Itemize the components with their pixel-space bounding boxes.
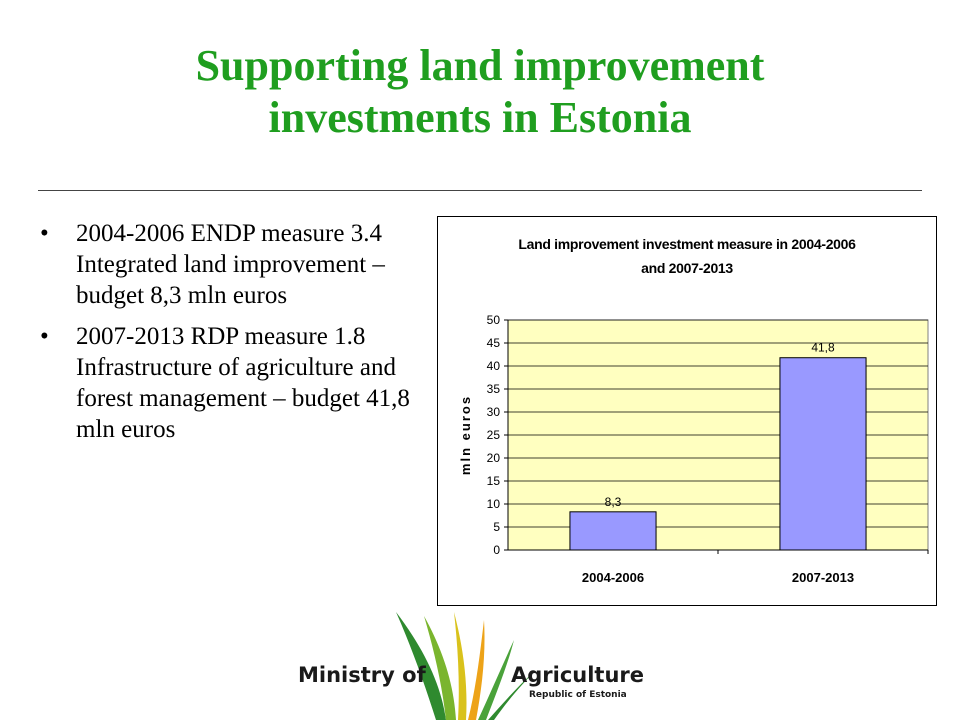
chart-frame: Land improvement investment measure in 2… — [437, 216, 937, 606]
y-tick-label: 30 — [487, 405, 501, 419]
data-label: 8,3 — [605, 495, 622, 509]
x-tick-label: 2007-2013 — [792, 570, 854, 585]
chart-title-line-2: and 2007-2013 — [641, 260, 733, 276]
slide-title: Supporting land improvement investments … — [0, 40, 960, 144]
logo-subtitle: Republic of Estonia — [529, 690, 627, 700]
bullet-marker: • — [40, 220, 49, 247]
data-label: 41,8 — [811, 341, 835, 355]
slide-title-line-1: Supporting land improvement — [195, 41, 765, 90]
slide-title-line-2: investments in Estonia — [268, 93, 692, 142]
wheat-ears-logo-icon: Ministry of Agriculture Republic of Esto… — [298, 612, 644, 720]
logo-text-ministry-of: Ministry of — [298, 663, 427, 687]
bar-2004-2006 — [569, 511, 657, 551]
y-tick-label: 45 — [487, 336, 501, 350]
y-tick-label: 15 — [487, 474, 501, 488]
bar-2007-2013 — [779, 357, 867, 551]
bullet-text-2004-2006: 2004-2006 ENDP measure 3.4 Integrated la… — [76, 220, 385, 309]
y-axis-label: mln euros — [458, 395, 473, 475]
x-tick-label: 2004-2006 — [582, 570, 644, 585]
bullet-text-2007-2013: 2007-2013 RDP measure 1.8 Infrastructure… — [76, 323, 410, 443]
logo-text-agriculture: Agriculture — [511, 663, 644, 687]
chart-plot: 0 5 10 15 20 25 30 35 40 45 50 8,3 2004-2006 41,8 2007… — [487, 313, 929, 585]
y-tick-label: 25 — [487, 428, 501, 442]
ministry-logo: Ministry of Agriculture Republic of Esto… — [296, 604, 666, 720]
bullet-marker: • — [40, 323, 49, 350]
bullet-item: • 2007-2013 RDP measure 1.8 Infrastructu… — [40, 321, 440, 445]
y-tick-label: 20 — [487, 451, 501, 465]
y-tick-label: 50 — [487, 313, 501, 327]
y-tick-label: 40 — [487, 359, 501, 373]
y-tick-label: 10 — [487, 497, 501, 511]
bullet-item: • 2004-2006 ENDP measure 3.4 Integrated … — [40, 218, 440, 311]
y-tick-label: 35 — [487, 382, 501, 396]
title-divider — [38, 190, 922, 191]
bullet-list: • 2004-2006 ENDP measure 3.4 Integrated … — [40, 218, 440, 455]
chart-title-line-1: Land improvement investment measure in 2… — [518, 236, 856, 252]
y-tick-label: 5 — [493, 520, 500, 534]
y-tick-label: 0 — [493, 543, 500, 557]
bar-chart: Land improvement investment measure in 2… — [458, 236, 929, 585]
